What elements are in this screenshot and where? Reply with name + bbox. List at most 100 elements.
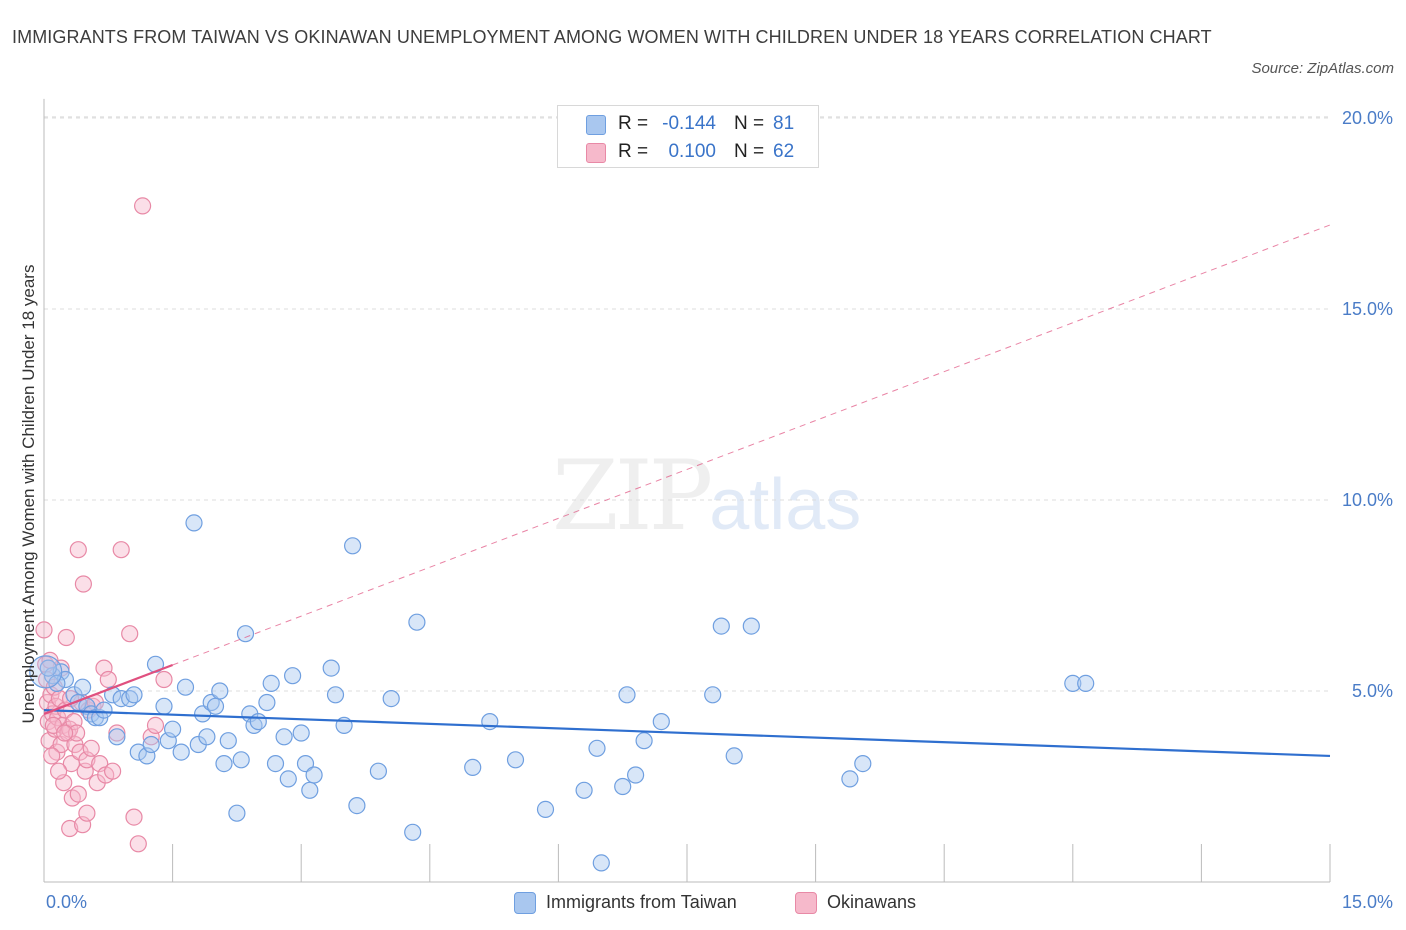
- taiwan-point: [236, 625, 255, 643]
- x-tick-label: 15.0%: [1342, 892, 1393, 912]
- okinawans-point: [129, 835, 147, 853]
- taiwan-point: [382, 689, 400, 708]
- taiwan-point: [296, 754, 315, 773]
- source-label: Source: ZipAtlas.com: [1251, 60, 1394, 77]
- watermark-zip: ZIP: [552, 440, 713, 552]
- okinawans-point: [112, 541, 130, 559]
- y-tick-label: 15.0%: [1342, 299, 1393, 319]
- taiwan-point: [588, 739, 606, 757]
- r-value: -0.144: [662, 113, 716, 134]
- taiwan-point: [279, 770, 297, 788]
- okinawans-point: [146, 716, 165, 735]
- taiwan-point: [635, 732, 653, 750]
- y-axis-label: Unemployment Among Women with Children U…: [19, 265, 38, 724]
- taiwan-point: [725, 747, 743, 765]
- okinawans-point: [108, 724, 126, 742]
- taiwan-point: [172, 743, 190, 761]
- taiwan-points: [29, 514, 1095, 872]
- okinawans-point: [55, 724, 74, 742]
- r-value: 0.100: [668, 141, 716, 162]
- taiwan-point: [185, 514, 203, 532]
- taiwan-point: [464, 758, 482, 777]
- taiwan-point: [854, 754, 872, 773]
- trend-lines: [43, 224, 1331, 758]
- taiwan-point: [348, 796, 366, 815]
- taiwan-point: [712, 617, 730, 635]
- n-value: 62: [773, 141, 795, 162]
- okinawans-point: [43, 747, 61, 765]
- taiwan-point: [408, 613, 426, 631]
- axis-labels: 5.0% 10.0% 15.0% 20.0% 0.0% 15.0% Unemployment…: [19, 108, 1393, 912]
- okinawans-point: [99, 670, 117, 689]
- okinawans-swatch-icon: [586, 143, 606, 163]
- taiwan-point: [326, 686, 345, 704]
- taiwan-point: [198, 728, 216, 746]
- okinawans-point: [125, 808, 143, 826]
- okinawans-point: [78, 804, 96, 822]
- taiwan-point: [322, 659, 340, 677]
- okinawans-point: [67, 724, 86, 742]
- grid: [44, 116, 1330, 692]
- okinawans-points: [35, 197, 173, 853]
- okinawans-trend-line-solid: [43, 663, 173, 715]
- watermark-atlas: atlas: [709, 465, 862, 545]
- okinawans-point: [155, 670, 173, 689]
- legend-row-okinawans: R = 0.100 N = 62: [558, 138, 818, 166]
- taiwan-point: [228, 804, 246, 822]
- taiwan-point: [575, 781, 593, 799]
- legend-label: Immigrants from Taiwan: [546, 892, 737, 912]
- taiwan-swatch-icon: [586, 115, 606, 135]
- taiwan-point: [506, 751, 525, 769]
- y-tick-label: 20.0%: [1342, 108, 1393, 128]
- taiwan-point: [194, 705, 212, 723]
- taiwan-trend-line: [43, 709, 1331, 758]
- taiwan-point: [614, 777, 632, 796]
- taiwan-point: [249, 712, 267, 731]
- n-value: 81: [773, 113, 795, 134]
- taiwan-point: [742, 617, 760, 635]
- r-label: R =: [618, 113, 649, 134]
- okinawans-point: [82, 739, 100, 757]
- taiwan-point: [626, 766, 645, 784]
- legend-label: Okinawans: [827, 892, 917, 912]
- taiwan-point: [262, 674, 280, 693]
- taiwan-point: [164, 720, 182, 738]
- watermark: ZIPatlas: [552, 440, 861, 552]
- series-legend: Immigrants from Taiwan Okinawans: [0, 888, 1406, 918]
- okinawans-point: [57, 628, 75, 647]
- okinawans-point: [61, 819, 79, 838]
- taiwan-point: [652, 712, 670, 731]
- taiwan-point: [536, 800, 555, 819]
- legend-row-taiwan: R = -0.144 N = 81: [558, 110, 818, 138]
- taiwan-point: [275, 728, 293, 746]
- taiwan-point: [369, 762, 387, 780]
- okinawans-point: [103, 762, 122, 780]
- y-tick-label: 10.0%: [1342, 490, 1393, 510]
- okinawans-legend-icon: [795, 892, 817, 914]
- taiwan-legend-icon: [514, 892, 536, 914]
- taiwan-point: [129, 743, 147, 761]
- taiwan-point: [211, 682, 229, 700]
- okinawans-point: [69, 541, 87, 559]
- taiwan-point: [95, 701, 113, 719]
- taiwan-point: [618, 686, 636, 704]
- okinawans-point: [121, 625, 139, 643]
- n-label: N =: [734, 113, 765, 134]
- taiwan-point: [125, 686, 143, 704]
- okinawans-point: [35, 621, 53, 639]
- taiwan-point: [73, 678, 92, 696]
- taiwan-point: [344, 537, 362, 555]
- okinawans-point: [134, 197, 152, 215]
- correlation-legend: R = -0.144 N = 81 R = 0.100 N = 62: [557, 105, 819, 168]
- y-tick-label: 5.0%: [1352, 681, 1393, 701]
- okinawans-point: [69, 785, 87, 803]
- axes: [43, 98, 1331, 883]
- taiwan-point: [292, 724, 310, 742]
- n-label: N =: [734, 141, 765, 162]
- taiwan-point: [284, 667, 302, 685]
- r-label: R =: [618, 141, 649, 162]
- taiwan-point: [258, 693, 276, 712]
- taiwan-point: [39, 659, 57, 677]
- taiwan-point: [219, 732, 237, 750]
